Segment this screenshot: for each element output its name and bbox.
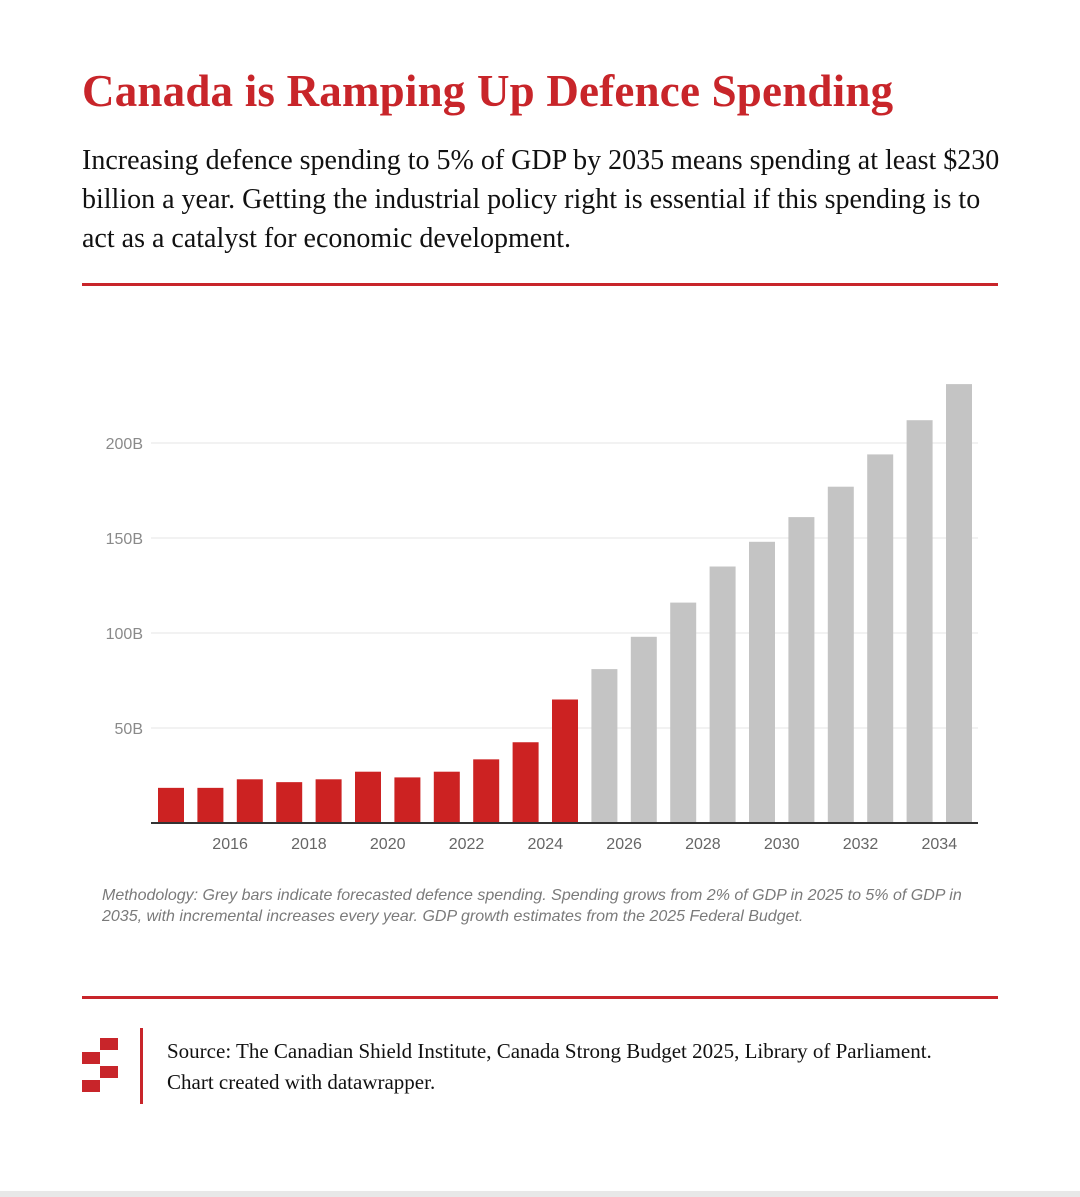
actual-bar [433, 771, 460, 823]
y-tick-label: 200B [106, 436, 143, 453]
x-tick-label: 2020 [370, 836, 406, 853]
actual-bar [552, 699, 578, 823]
forecast-bar [788, 517, 815, 823]
forecast-bar [591, 669, 618, 823]
actual-bar [355, 771, 381, 823]
top-divider [82, 283, 998, 286]
bottom-divider [82, 996, 998, 999]
methodology-note: Methodology: Grey bars indicate forecast… [102, 887, 962, 925]
axes: 50B 100B 150B 200B 2016 2018 2020 2022 2024 2026 2… [106, 436, 978, 853]
source-accent-line [140, 1028, 143, 1104]
x-tick-label: 2034 [922, 836, 958, 853]
source-note: Source: The Canadian Shield Institute, C… [167, 1039, 932, 1094]
x-tick-label: 2032 [843, 836, 879, 853]
y-tick-label: 100B [106, 626, 143, 643]
actual-bar [473, 759, 500, 823]
forecast-bar [946, 384, 972, 823]
actual-bar [197, 787, 224, 823]
forecast-bar [867, 454, 894, 823]
forecast-bar [670, 602, 697, 823]
actual-bar [276, 782, 303, 823]
actual-bar [512, 742, 539, 823]
canadian-shield-institute-logo-icon [82, 1038, 118, 1092]
chart-title: Canada is Ramping Up Defence Spending [82, 66, 894, 116]
forecast-bar [709, 566, 736, 823]
y-tick-label: 150B [106, 531, 143, 548]
forecast-bar [827, 486, 854, 823]
forecast-bar [749, 541, 775, 823]
actual-bar [394, 777, 421, 823]
actual-bar [315, 779, 342, 823]
forecast-bar [906, 420, 933, 823]
gridlines [151, 442, 978, 729]
forecast-bar [630, 636, 657, 823]
x-tick-label: 2026 [606, 836, 642, 853]
bar-chart: 50B 100B 150B 200B 2016 2018 2020 2022 2024 2026 2… [106, 384, 978, 853]
x-tick-label: 2028 [685, 836, 721, 853]
x-tick-label: 2024 [528, 836, 564, 853]
actual-bar [236, 779, 263, 823]
x-tick-label: 2018 [291, 836, 327, 853]
actual-bar [158, 787, 184, 823]
x-tick-label: 2016 [212, 836, 248, 853]
x-tick-label: 2022 [449, 836, 485, 853]
bottom-strip [0, 1191, 1080, 1197]
y-tick-label: 50B [115, 721, 143, 738]
chart-subtitle: Increasing defence spending to 5% of GDP… [82, 145, 1000, 254]
x-tick-label: 2030 [764, 836, 800, 853]
bars [158, 384, 972, 823]
